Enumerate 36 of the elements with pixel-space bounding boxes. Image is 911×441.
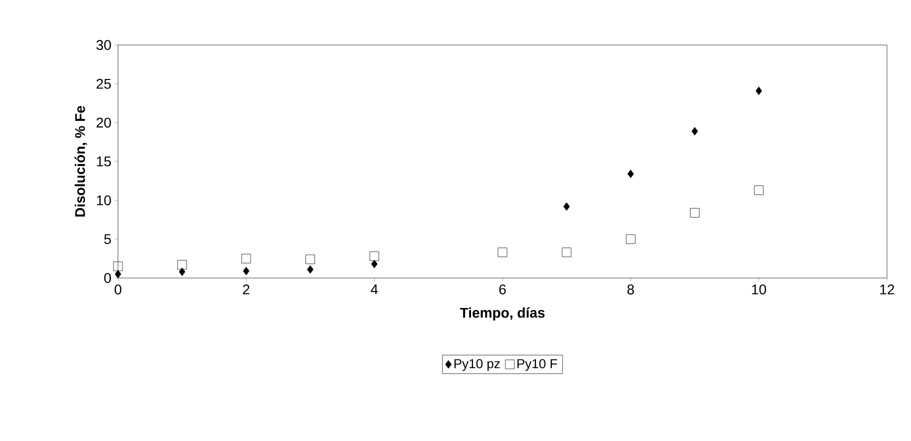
y-tick-label: 0 bbox=[104, 273, 111, 283]
point bbox=[370, 252, 380, 261]
point bbox=[756, 86, 762, 96]
point bbox=[178, 268, 186, 276]
y-tick-label: 5 bbox=[104, 234, 111, 244]
y-tick-label: 30 bbox=[96, 40, 111, 50]
point bbox=[306, 254, 315, 264]
x-tick-label: 6 bbox=[499, 284, 506, 294]
x-tick-label: 4 bbox=[370, 284, 378, 294]
point bbox=[241, 254, 251, 264]
x-tick-label: 12 bbox=[880, 284, 894, 294]
y-tick-label: 25 bbox=[96, 78, 111, 89]
point bbox=[562, 248, 572, 258]
y-tick-label: 10 bbox=[96, 195, 111, 206]
point bbox=[177, 260, 187, 270]
point bbox=[627, 170, 634, 178]
legend-label: Py10 F bbox=[517, 359, 558, 371]
y-tick-label: 20 bbox=[96, 118, 111, 128]
x-tick-label: 0 bbox=[114, 284, 122, 294]
point bbox=[692, 127, 698, 136]
legend-label: Py10 pz bbox=[454, 359, 500, 371]
y-axis-title: Disolución, % Fe bbox=[74, 106, 88, 217]
point bbox=[114, 270, 122, 278]
point bbox=[242, 266, 250, 276]
y-tick-label: 15 bbox=[96, 156, 111, 166]
x-tick-label: 2 bbox=[242, 284, 250, 294]
x-axis-title: Tiempo, días bbox=[460, 307, 545, 320]
x-tick-label: 10 bbox=[752, 284, 766, 294]
point bbox=[371, 260, 378, 268]
point bbox=[498, 248, 508, 258]
point bbox=[754, 186, 764, 195]
point bbox=[113, 262, 123, 272]
point bbox=[626, 234, 636, 244]
x-tick-label: 8 bbox=[627, 284, 634, 294]
point bbox=[563, 202, 570, 211]
point bbox=[307, 265, 314, 274]
